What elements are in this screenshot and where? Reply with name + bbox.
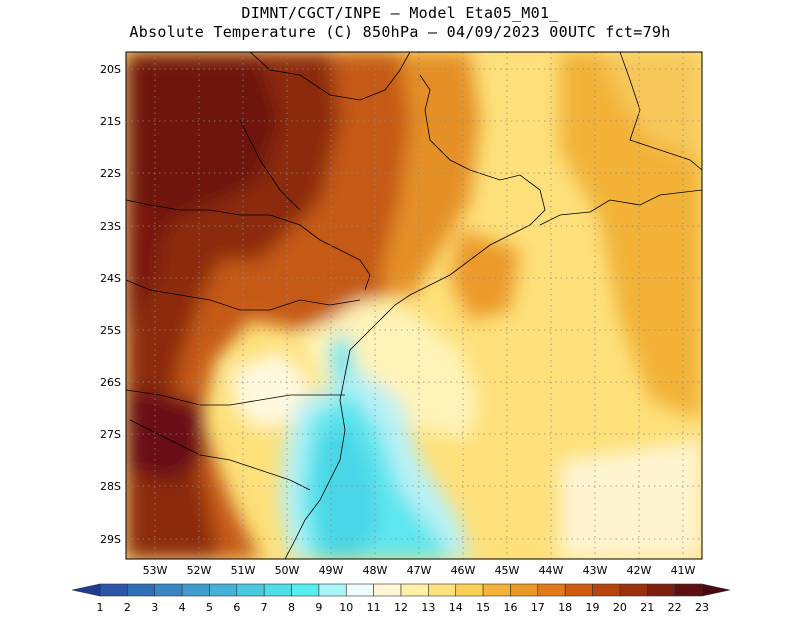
colorbar-swatch — [345, 583, 374, 597]
colorbar: 1 2 3 4 5 6 7 8 9 10 11 12 13 14 15 16 17 18 19 20 21 22 23 — [71, 583, 731, 614]
colorbar-swatch — [592, 583, 621, 597]
colorbar-label: 2 — [124, 601, 131, 614]
colorbar-high-arrow — [701, 583, 731, 597]
lat-label: 29S — [100, 533, 121, 546]
lat-label: 27S — [100, 428, 121, 441]
colorbar-swatch — [646, 583, 675, 597]
colorbar-swatch — [455, 583, 484, 597]
colorbar-label: 17 — [531, 601, 545, 614]
colorbar-label: 11 — [367, 601, 381, 614]
colorbar-label: 8 — [288, 601, 295, 614]
colorbar-swatch — [537, 583, 566, 597]
colorbar-swatch — [400, 583, 429, 597]
colorbar-swatch — [209, 583, 238, 597]
colorbar-label: 9 — [315, 601, 322, 614]
lat-label: 26S — [100, 376, 121, 389]
plot-frame — [125, 51, 703, 560]
lat-label: 23S — [100, 220, 121, 233]
lon-label: 51W — [231, 564, 256, 577]
lon-label: 41W — [671, 564, 696, 577]
colorbar-swatch — [181, 583, 210, 597]
colorbar-swatch — [373, 583, 402, 597]
colorbar-label: 7 — [261, 601, 268, 614]
colorbar-label: 21 — [640, 601, 654, 614]
lon-label: 44W — [539, 564, 564, 577]
colorbar-label: 10 — [339, 601, 353, 614]
colorbar-label: 14 — [449, 601, 463, 614]
lon-label: 47W — [407, 564, 432, 577]
colorbar-swatch — [619, 583, 648, 597]
colorbar-label: 12 — [394, 601, 408, 614]
lon-label: 43W — [583, 564, 608, 577]
colorbar-label: 3 — [151, 601, 158, 614]
temperature-field — [126, 52, 702, 559]
colorbar-swatch — [236, 583, 265, 597]
title-line-1: DIMNT/CGCT/INPE – Model Eta05_M01_ — [241, 4, 559, 22]
lat-labels: 20S 21S 22S 23S 24S 25S 26S 27S 28S 29S — [100, 63, 121, 546]
colorbar-swatch — [564, 583, 593, 597]
colorbar-swatch — [482, 583, 511, 597]
colorbar-swatch — [291, 583, 320, 597]
colorbar-label: 4 — [179, 601, 186, 614]
lat-label: 20S — [100, 63, 121, 76]
colorbar-swatch — [510, 583, 539, 597]
colorbar-label: 22 — [668, 601, 682, 614]
colorbar-low-arrow — [71, 583, 101, 597]
graticule — [126, 52, 702, 559]
colorbar-swatch — [127, 583, 156, 597]
lon-label: 45W — [495, 564, 520, 577]
colorbar-label: 16 — [503, 601, 517, 614]
colorbar-label: 13 — [421, 601, 435, 614]
colorbar-swatch — [99, 583, 128, 597]
colorbar-swatch — [318, 583, 347, 597]
colorbar-label: 15 — [476, 601, 490, 614]
coastline — [126, 52, 702, 559]
colorbar-swatch — [428, 583, 457, 597]
colorbar-label: 18 — [558, 601, 572, 614]
colorbar-swatch — [263, 583, 292, 597]
colorbar-label: 20 — [613, 601, 627, 614]
colorbar-label: 23 — [695, 601, 709, 614]
lat-label: 21S — [100, 115, 121, 128]
lon-label: 42W — [627, 564, 652, 577]
lat-label: 22S — [100, 167, 121, 180]
title-line-2: Absolute Temperature (C) 850hPa – 04/09/… — [129, 23, 671, 41]
lon-label: 53W — [143, 564, 168, 577]
colorbar-label: 1 — [97, 601, 104, 614]
colorbar-label: 19 — [586, 601, 600, 614]
lon-label: 48W — [363, 564, 388, 577]
lat-label: 24S — [100, 272, 121, 285]
lon-label: 49W — [319, 564, 344, 577]
colorbar-label: 5 — [206, 601, 213, 614]
colorbar-swatch — [154, 583, 183, 597]
colorbar-label: 6 — [233, 601, 240, 614]
lon-label: 52W — [187, 564, 212, 577]
lat-label: 28S — [100, 480, 121, 493]
lat-label: 25S — [100, 324, 121, 337]
colorbar-swatch — [674, 583, 703, 597]
lon-label: 50W — [275, 564, 300, 577]
lon-label: 46W — [451, 564, 476, 577]
lon-labels: 53W 52W 51W 50W 49W 48W 47W 46W 45W 44W … — [143, 564, 696, 577]
